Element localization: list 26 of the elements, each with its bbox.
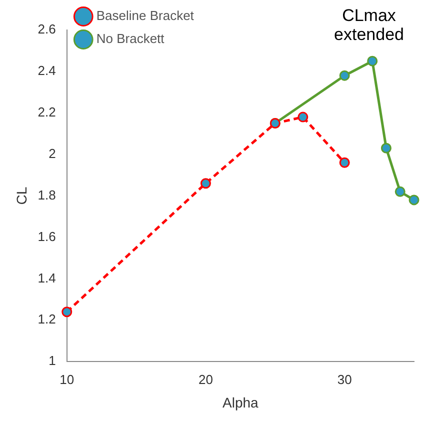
y-tick-label: 1 xyxy=(48,353,56,368)
y-tick-label: 1.8 xyxy=(38,187,56,202)
x-axis-title: Alpha xyxy=(222,394,259,410)
x-tick-label: 30 xyxy=(337,372,352,387)
point xyxy=(298,112,308,122)
point xyxy=(339,70,350,81)
y-tick-label: 1.6 xyxy=(38,228,56,244)
legend-label: Baseline Bracket xyxy=(96,8,194,24)
point xyxy=(394,186,406,197)
annotation: CLmax extended xyxy=(334,6,404,44)
point xyxy=(339,157,350,168)
point xyxy=(62,306,72,318)
point xyxy=(367,56,378,66)
point xyxy=(380,142,392,154)
y-tick-label: 2.6 xyxy=(38,22,56,37)
legend-label: No Brackett xyxy=(96,31,165,46)
x-tick-label: 10 xyxy=(60,372,74,387)
point xyxy=(200,178,211,189)
y-tick-label: 1.4 xyxy=(38,270,56,286)
y-axis-title: CL xyxy=(13,186,30,205)
y-tick-label: 1.2 xyxy=(38,312,56,327)
y-tick-label: 2.2 xyxy=(38,104,56,120)
y-tick-label: 2.4 xyxy=(38,63,56,78)
y-tick-label: 2 xyxy=(48,146,56,161)
point xyxy=(408,194,420,206)
x-tick-label: 20 xyxy=(198,372,213,387)
